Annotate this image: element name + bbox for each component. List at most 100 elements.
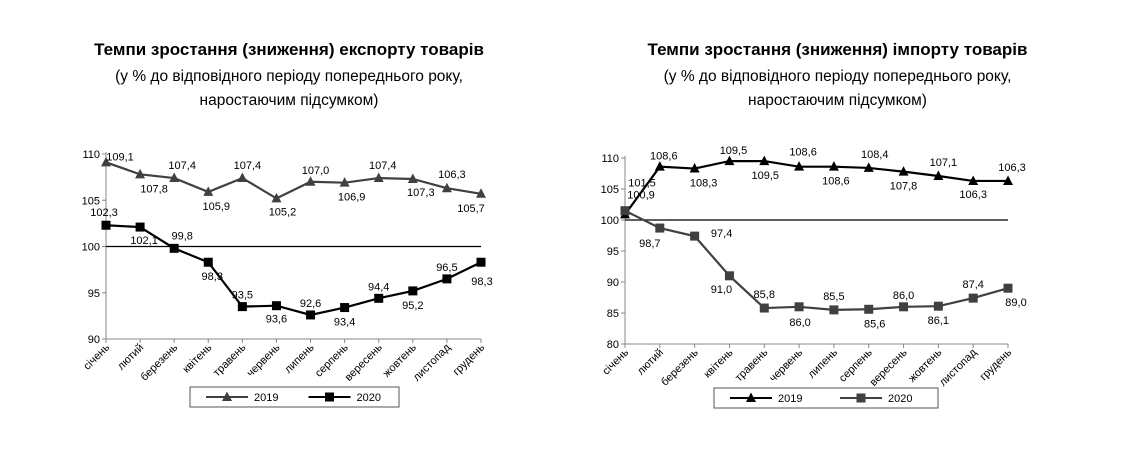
x-tick-label: травень (733, 346, 771, 384)
legend-2020-marker (325, 392, 334, 402)
series-2020-point (724, 271, 734, 281)
series-2019-point (407, 173, 418, 183)
series-2020-point (203, 257, 213, 267)
series-2020-data-label: 85,5 (823, 291, 844, 303)
series-2019-point (933, 170, 944, 180)
series-2020-point (690, 231, 700, 241)
series-2019-point (863, 162, 874, 172)
series-2019-point (441, 182, 452, 193)
series-2019-point (135, 168, 146, 179)
series-2020-point (655, 223, 665, 233)
series-2019-data-label: 107,3 (407, 187, 435, 199)
x-tick-label: лютий (635, 347, 666, 378)
series-2020-data-label: 92,6 (300, 298, 321, 310)
series-2020-point (408, 286, 418, 296)
series-2019-point (968, 175, 979, 185)
series-2020-data-label: 96,5 (436, 262, 457, 274)
series-2020-point (442, 274, 452, 284)
legend-2019-marker (222, 391, 232, 401)
series-2020-data-label: 86,1 (928, 315, 949, 327)
series-2019-point (689, 163, 700, 173)
legend-box (189, 386, 400, 408)
series-2020-point (306, 310, 316, 320)
series-2020-point (620, 206, 630, 216)
series-2019-data-label: 100,9 (627, 189, 655, 201)
series-2020-point (933, 301, 943, 311)
series-2019-point (654, 161, 665, 171)
import-chart-subtitle-line1: (у % до відповідного періоду попередньог… (663, 68, 1012, 85)
series-2019-data-label: 106,3 (959, 189, 987, 201)
y-tick-label: 90 (88, 334, 100, 346)
y-tick-label: 80 (607, 339, 619, 351)
series-2019-data-label: 107,4 (168, 160, 196, 172)
legend-2020-label: 2020 (888, 393, 912, 405)
x-tick-label: січень (81, 341, 112, 372)
series-2020-point (271, 301, 281, 311)
series-2019-data-label: 105,7 (457, 203, 485, 215)
series-2020-point (968, 293, 978, 303)
legend-2020-marker (856, 393, 866, 403)
x-tick-label: листопад (411, 341, 454, 384)
series-2019-data-label: 107,0 (302, 165, 330, 177)
series-2019-point (339, 177, 350, 187)
series-2019-data-label: 105,2 (269, 206, 297, 218)
series-2020-point (794, 302, 804, 312)
series-2020-point (864, 304, 874, 314)
export-chart-subtitle-line2: наростаючим підсумком) (199, 92, 379, 109)
series-2019-point (898, 166, 909, 176)
y-tick-label: 110 (601, 153, 619, 165)
series-2020-point (340, 303, 350, 313)
series-2020-data-label: 95,2 (402, 300, 423, 312)
series-2019-point (759, 155, 770, 166)
series-2020-data-label: 97,4 (711, 228, 732, 240)
series-2019-data-label: 109,5 (752, 170, 780, 182)
series-2020-data-label: 99,8 (171, 230, 192, 242)
series-2020-point (829, 305, 839, 315)
x-tick-label: січень (600, 346, 631, 377)
x-tick-label: лютий (115, 342, 146, 373)
legend-box (713, 387, 939, 409)
x-tick-label: липень (282, 341, 316, 375)
series-2020-line (105, 224, 482, 317)
series-2020-data-label: 86,0 (893, 290, 914, 302)
series-2020-data-label: 89,0 (1005, 297, 1026, 309)
x-tick-label: грудень (451, 341, 488, 378)
series-2019-data-label: 107,4 (234, 160, 262, 172)
import-chart-title: Темпи зростання (зниження) імпорту товар… (647, 40, 1028, 59)
series-2019-data-label: 107,8 (890, 181, 918, 193)
series-2020-line (624, 209, 1009, 312)
y-tick-label: 90 (607, 277, 619, 289)
series-2019-point (724, 155, 735, 166)
x-tick-label: липень (806, 346, 840, 380)
series-2019-data-label: 107,1 (930, 157, 958, 169)
export-chart-subtitle-line1: (у % до відповідного періоду попередньог… (115, 68, 463, 85)
x-tick-label: грудень (978, 346, 1015, 383)
series-2020-point (101, 220, 111, 230)
series-2020-data-label: 86,0 (789, 317, 810, 329)
y-tick-label: 95 (88, 288, 100, 300)
series-2020-data-label: 102,3 (90, 207, 118, 219)
series-2019-data-label: 106,3 (438, 169, 466, 181)
series-2019-point (794, 161, 805, 171)
import-chart-subtitle-line2: наростаючим підсумком) (748, 92, 927, 109)
series-2020-data-label: 93,5 (232, 290, 253, 302)
x-tick-label: березень (659, 346, 701, 388)
series-2019-point (271, 192, 282, 203)
export-chart-panel: Темпи зростання (зниження) експорту това… (0, 0, 560, 450)
series-2019-point (203, 186, 214, 196)
series-2020-data-label: 101,5 (628, 178, 656, 190)
series-2020-data-label: 93,4 (334, 317, 355, 329)
series-2019-point (305, 176, 316, 186)
series-2020-data-label: 85,6 (864, 318, 885, 330)
x-tick-label: квітень (702, 346, 736, 380)
series-2019-point (373, 172, 384, 183)
series-2020-point (169, 243, 179, 253)
series-2020-data-label: 93,6 (266, 314, 287, 326)
series-2019-data-label: 109,5 (720, 145, 748, 157)
y-tick-label: 100 (82, 242, 100, 254)
x-tick-label: листопад (937, 346, 980, 389)
x-tick-label: вересень (343, 341, 385, 383)
y-tick-label: 105 (601, 184, 619, 196)
